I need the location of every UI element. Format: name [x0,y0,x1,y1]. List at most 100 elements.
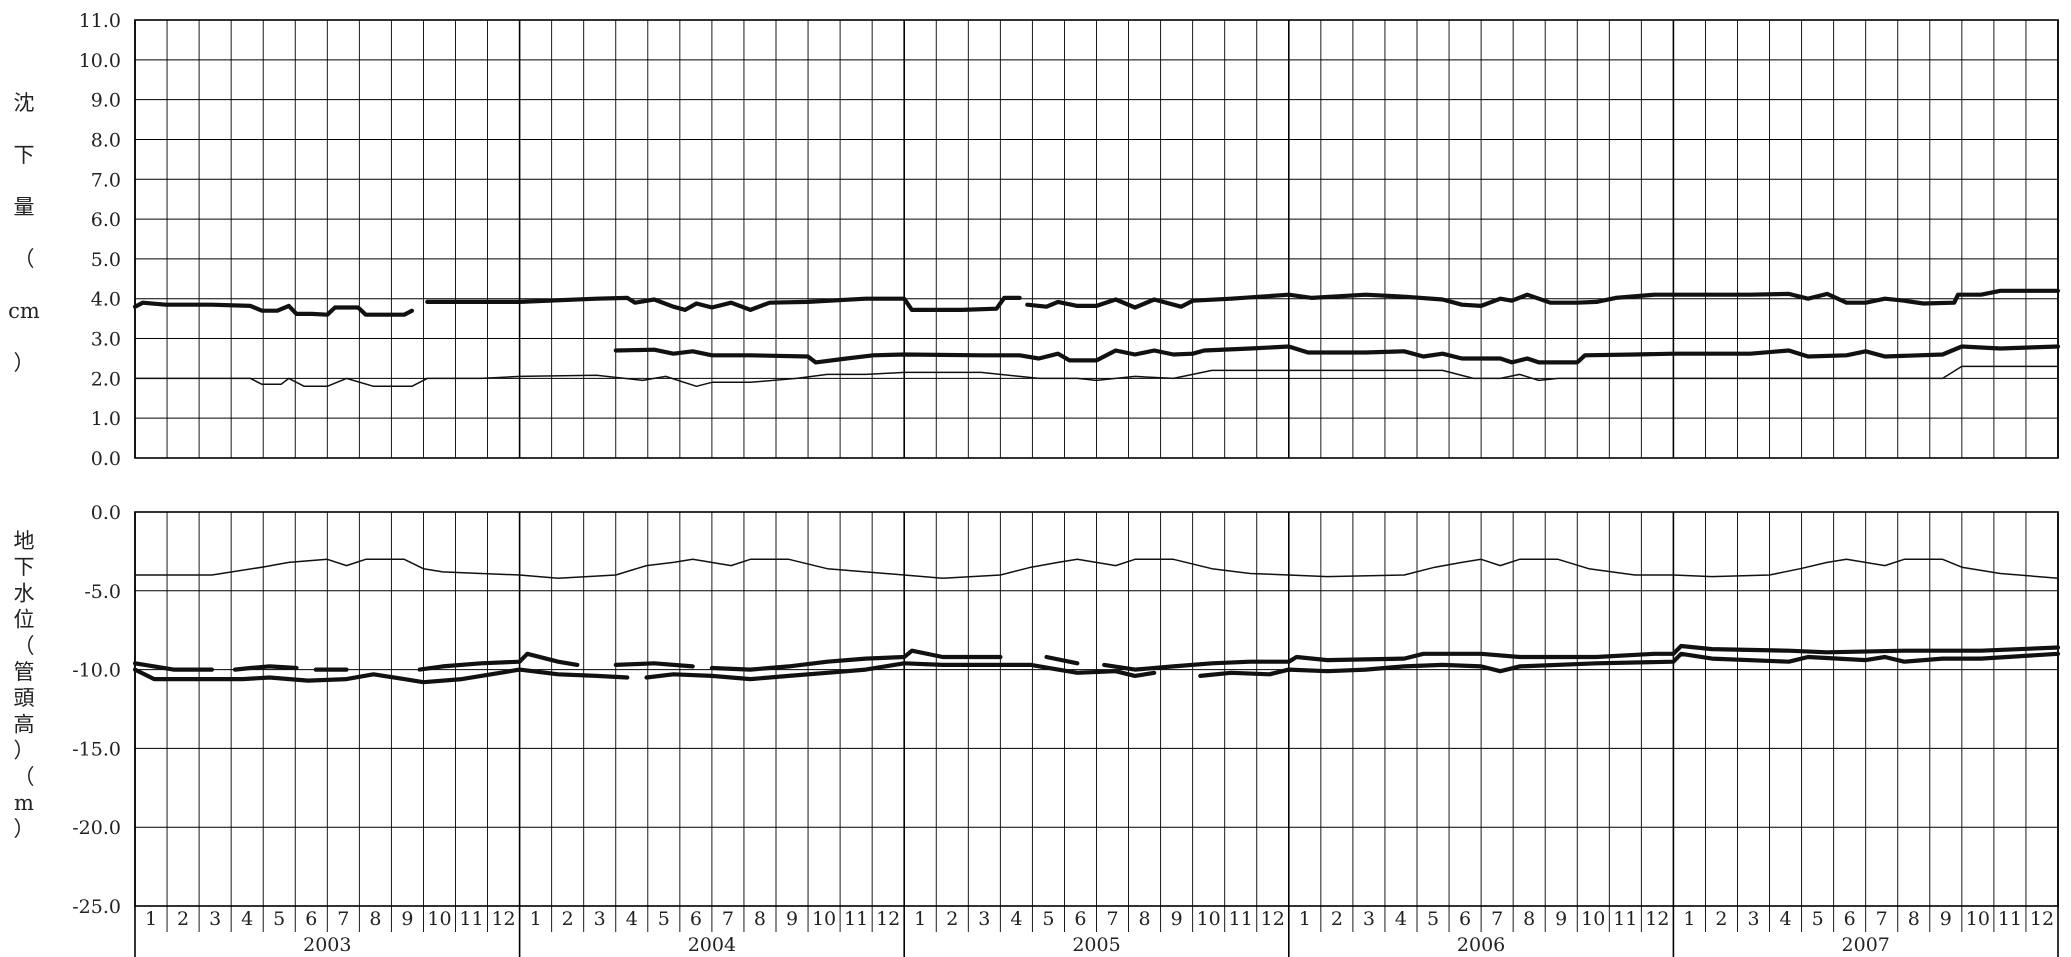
series-2-line [417,651,580,672]
y-axis-label-char: （ [14,765,35,789]
month-label: 2 [1331,908,1343,930]
month-label: 8 [1523,908,1535,930]
year-label: 2004 [688,934,736,956]
y-axis-label-char: 頭 [14,686,35,710]
month-label: 6 [690,908,702,930]
y-axis-label-char: ） [14,351,35,375]
month-label: 10 [1966,908,1990,930]
month-label: 10 [1581,908,1605,930]
series-2-line [232,664,299,672]
month-label: 4 [1010,908,1022,930]
y-axis-label-char: 管 [14,660,35,684]
series-2-line [613,344,2061,365]
month-label: 1 [1299,908,1311,930]
y-tick-label: -20.0 [72,817,121,839]
month-label: 6 [305,908,317,930]
month-label: 12 [876,908,900,930]
series-1-line [134,558,2059,579]
month-label: 2 [1715,908,1727,930]
y-axis-label-char: 位 [14,608,35,632]
series-1-line [132,300,414,317]
month-label: 12 [1261,908,1285,930]
y-tick-label: 5.0 [91,249,121,271]
y-tick-label: -15.0 [72,738,121,760]
y-tick-label: 8.0 [91,129,121,151]
series-3-line [134,365,2059,388]
y-axis-label-char: ） [14,739,35,763]
month-label: 1 [530,908,542,930]
month-label: 6 [1074,908,1086,930]
month-label: 7 [1106,908,1118,930]
y-tick-label: 6.0 [91,209,121,231]
month-label: 11 [1229,908,1253,930]
year-label: 2005 [1072,934,1120,956]
month-label: 11 [1998,908,2022,930]
series-3-line [132,667,630,685]
series-2-line [1044,654,1080,666]
month-label: 7 [1491,908,1503,930]
y-tick-label: 4.0 [91,289,121,311]
year-label: 2006 [1457,934,1505,956]
month-label: 12 [2030,908,2054,930]
month-label: 7 [1876,908,1888,930]
month-label: 5 [1427,908,1439,930]
month-label: 9 [1555,908,1567,930]
month-label: 1 [914,908,926,930]
month-label: 8 [754,908,766,930]
y-axis-label-char: （ [14,247,35,271]
month-label: 4 [1395,908,1407,930]
y-axis-label-char: 下 [14,555,35,579]
month-label: 3 [209,908,221,930]
y-tick-label: 0.0 [91,448,121,470]
month-label: 5 [1042,908,1054,930]
year-label: 2003 [303,934,351,956]
series-3-line [644,661,1157,682]
series-3-line [1198,651,2061,678]
y-axis-label-char: 地 [14,529,35,553]
series-2-line [613,661,695,669]
month-label: 1 [145,908,157,930]
subsidence-panel: 0.0 1.0 2.0 3.0 4.0 5.0 6.0 7.0 8.0 9.0 10.0 11.0 沈下… [8,10,2061,470]
month-label: 12 [1645,908,1669,930]
year-label: 2007 [1842,934,1890,956]
y-tick-label: 0.0 [91,502,121,524]
y-axis-label-char: m [14,791,34,815]
y-tick-label: 11.0 [79,10,121,32]
y-axis-label-char: 水 [14,581,35,605]
series-2-line [132,661,214,672]
month-label: 7 [337,908,349,930]
month-label: 2 [946,908,958,930]
month-label: 11 [1613,908,1637,930]
y-axis-label-char: 下 [14,143,35,167]
y-tick-label: 1.0 [91,408,121,430]
month-label: 8 [369,908,381,930]
month-label: 6 [1459,908,1471,930]
month-label: 3 [1363,908,1375,930]
month-label: 5 [658,908,670,930]
month-label: 2 [177,908,189,930]
y-tick-label: 2.0 [91,368,121,390]
month-label: 7 [722,908,734,930]
month-label: 3 [978,908,990,930]
month-label: 10 [1197,908,1221,930]
month-label: 2 [562,908,574,930]
month-label: 4 [241,908,253,930]
series-1-line [1025,288,2061,310]
series-1-line [425,295,1022,312]
y-tick-label: -5.0 [84,581,121,603]
month-label: 4 [626,908,638,930]
y-axis-label-char: （ [14,634,35,658]
y-tick-label: 10.0 [79,50,121,72]
month-label: 4 [1780,908,1792,930]
month-label: 9 [1171,908,1183,930]
y-tick-label: 9.0 [91,90,121,112]
y-tick-label: 3.0 [91,329,121,351]
month-label: 1 [1683,908,1695,930]
y-axis-label-char: 沈 [14,91,35,115]
y-axis-label-char: cm [8,299,40,323]
month-label: 5 [1812,908,1824,930]
month-label: 8 [1908,908,1920,930]
